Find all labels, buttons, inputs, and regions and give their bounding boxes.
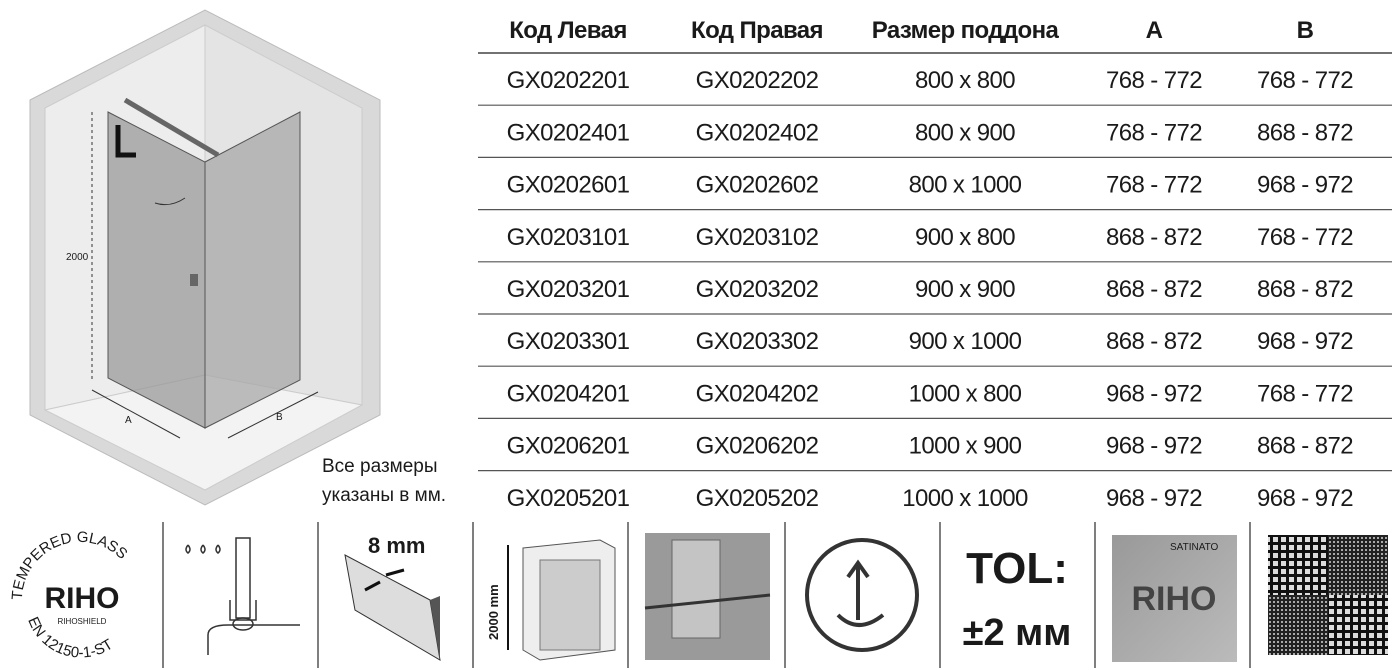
cell: 768 - 772 xyxy=(1257,224,1353,251)
cell: 1000 x 1000 xyxy=(902,485,1028,512)
cell: GX0204202 xyxy=(696,380,819,407)
cert-brand: RIHO xyxy=(45,582,120,615)
cell: 868 - 872 xyxy=(1106,328,1202,355)
cell: 768 - 772 xyxy=(1106,67,1202,94)
header-cell: Размер поддона xyxy=(872,17,1060,44)
satinato-brand: RIHO xyxy=(1132,580,1217,618)
note: указаны в мм. xyxy=(322,485,446,506)
cell: 800 x 800 xyxy=(915,67,1015,94)
cell: GX0206202 xyxy=(696,433,819,460)
cell: GX0203201 xyxy=(507,276,630,303)
tolerance: ±2 мм xyxy=(963,612,1072,654)
cell: 968 - 972 xyxy=(1106,485,1202,512)
cell: 1000 x 900 xyxy=(909,433,1022,460)
note: Все размеры xyxy=(322,456,438,477)
tolerance: TOL: xyxy=(966,544,1068,593)
cell: 1000 x 800 xyxy=(909,380,1022,407)
cell: GX0204201 xyxy=(507,380,630,407)
cell: 968 - 972 xyxy=(1106,433,1202,460)
cell: GX0202401 xyxy=(507,119,630,146)
height-icon: 2000 mm xyxy=(486,584,501,640)
header-cell: Код Правая xyxy=(691,17,823,44)
cell: GX0202202 xyxy=(696,67,819,94)
cell: 968 - 972 xyxy=(1257,485,1353,512)
cell: 968 - 972 xyxy=(1257,172,1353,199)
cell: GX0203102 xyxy=(696,224,819,251)
cell: GX0205201 xyxy=(507,485,630,512)
icon-strip: TEMPERED GLASS RIHO RIHOSHIELD EN 12150-… xyxy=(9,522,1388,668)
satinato-label: SATINATO xyxy=(1170,542,1219,553)
cell: 900 x 1000 xyxy=(909,328,1022,355)
cell: 968 - 972 xyxy=(1106,380,1202,407)
drawing-height: 2000 xyxy=(66,252,89,263)
cell: GX0203302 xyxy=(696,328,819,355)
cell: GX0203202 xyxy=(696,276,819,303)
cell: 868 - 872 xyxy=(1106,276,1202,303)
cell: 800 x 900 xyxy=(915,119,1015,146)
header-cell: B xyxy=(1297,17,1314,44)
cell: 868 - 872 xyxy=(1106,224,1202,251)
cell: 768 - 772 xyxy=(1257,380,1353,407)
cert-sub: RIHOSHIELD xyxy=(58,617,107,626)
cell: 900 x 800 xyxy=(915,224,1015,251)
thickness: 8 mm xyxy=(368,533,425,558)
cell: GX0205202 xyxy=(696,485,819,512)
cell: 768 - 772 xyxy=(1106,172,1202,199)
cell: GX0202201 xyxy=(507,67,630,94)
cell: 968 - 972 xyxy=(1257,328,1353,355)
cell: GX0202601 xyxy=(507,172,630,199)
cell: 868 - 872 xyxy=(1257,433,1353,460)
cell: 768 - 772 xyxy=(1106,119,1202,146)
header-cell: Код Левая xyxy=(509,17,626,44)
drawing-b: B xyxy=(276,412,283,423)
cell: GX0202402 xyxy=(696,119,819,146)
spec-table: Код Левая Код Правая Размер поддона A B GX020… xyxy=(478,17,1392,512)
shower-drawing: 2000 A B xyxy=(29,9,381,506)
cell: 868 - 872 xyxy=(1257,276,1353,303)
seal-icon xyxy=(185,537,300,655)
separators xyxy=(162,522,1251,668)
header-cell: A xyxy=(1146,17,1163,44)
cell: GX0203101 xyxy=(507,224,630,251)
cell: 800 x 1000 xyxy=(909,172,1022,199)
drawing-a: A xyxy=(125,415,132,426)
cell: 900 x 900 xyxy=(915,276,1015,303)
cell: GX0202602 xyxy=(696,172,819,199)
cell: GX0206201 xyxy=(507,433,630,460)
cell: 868 - 872 xyxy=(1257,119,1353,146)
cell: 768 - 772 xyxy=(1257,67,1353,94)
cell: GX0203301 xyxy=(507,328,630,355)
